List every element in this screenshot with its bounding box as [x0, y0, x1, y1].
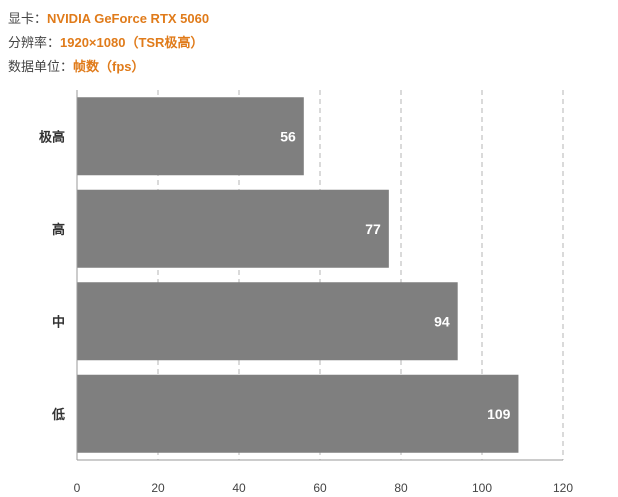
bar — [77, 189, 389, 268]
bar-value-label: 109 — [487, 406, 511, 422]
resolution-line: 分辨率：1920×1080（TSR极高） — [8, 35, 203, 51]
bar-value-label: 94 — [434, 313, 450, 329]
x-tick-label: 80 — [394, 481, 408, 495]
unit-line: 数据单位：帧数（fps） — [8, 59, 145, 75]
category-label: 低 — [51, 407, 65, 422]
unit-value: 帧数（fps） — [73, 59, 145, 74]
bar-value-label: 77 — [365, 221, 381, 237]
x-tick-label: 120 — [553, 481, 573, 495]
x-tick-label: 0 — [74, 481, 81, 495]
gpu-value: NVIDIA GeForce RTX 5060 — [47, 11, 210, 26]
resolution-value: 1920×1080（TSR极高） — [60, 35, 204, 50]
x-tick-label: 40 — [232, 481, 246, 495]
resolution-label: 分辨率： — [8, 35, 61, 50]
gpu-label: 显卡： — [8, 11, 48, 26]
bar-value-label: 56 — [280, 128, 296, 144]
gpu-line: 显卡：NVIDIA GeForce RTX 5060 — [8, 11, 209, 27]
category-label: 高 — [52, 222, 65, 237]
bars: 56 极高 77 高 94 中 109 低 — [39, 97, 519, 453]
bar — [77, 374, 519, 453]
x-tick-label: 20 — [151, 481, 165, 495]
x-axis: 0 20 40 60 80 100 120 — [74, 90, 573, 495]
category-label: 中 — [52, 314, 65, 329]
x-tick-label: 100 — [472, 481, 492, 495]
unit-label: 数据单位： — [8, 59, 74, 74]
bar — [77, 282, 458, 361]
category-label: 极高 — [39, 129, 65, 144]
bar — [77, 97, 304, 176]
x-tick-label: 60 — [313, 481, 327, 495]
